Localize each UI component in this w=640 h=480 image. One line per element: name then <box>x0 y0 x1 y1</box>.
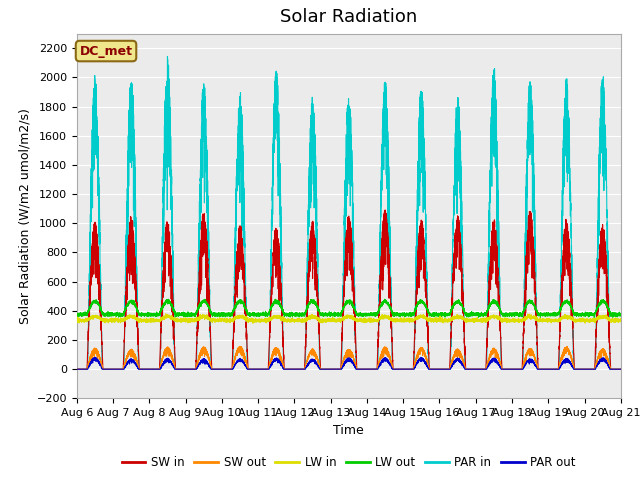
LW out <box>617 312 625 318</box>
LW in <box>471 319 479 325</box>
Title: Solar Radiation: Solar Radiation <box>280 9 417 26</box>
SW in <box>330 366 338 372</box>
LW in <box>486 313 493 319</box>
SW out <box>258 366 266 372</box>
SW in <box>588 366 595 372</box>
LW out <box>381 296 388 302</box>
LW in <box>617 316 625 322</box>
PAR out <box>330 366 338 372</box>
LW in <box>594 314 602 320</box>
Text: DC_met: DC_met <box>79 45 132 58</box>
LW out <box>258 311 266 316</box>
SW out <box>486 352 493 358</box>
SW out <box>617 366 625 372</box>
LW out <box>330 309 338 315</box>
SW in <box>470 366 478 372</box>
Line: LW in: LW in <box>77 314 621 324</box>
SW out <box>588 366 595 372</box>
LW out <box>73 312 81 318</box>
LW in <box>588 318 595 324</box>
SW in <box>381 207 389 213</box>
LW in <box>331 318 339 324</box>
LW in <box>258 317 266 323</box>
PAR in <box>73 366 81 372</box>
SW in <box>258 366 266 372</box>
Line: SW in: SW in <box>77 210 621 369</box>
LW in <box>162 311 170 317</box>
PAR out <box>588 366 595 372</box>
Line: PAR out: PAR out <box>77 357 621 369</box>
SW out <box>470 366 478 372</box>
PAR in <box>594 246 602 252</box>
SW out <box>73 366 81 372</box>
LW in <box>249 321 257 326</box>
PAR out <box>470 366 478 372</box>
SW in <box>486 273 493 279</box>
PAR out <box>73 366 81 372</box>
SW out <box>236 344 243 349</box>
PAR out <box>617 366 625 372</box>
Line: PAR in: PAR in <box>77 57 621 369</box>
SW in <box>73 366 81 372</box>
PAR out <box>594 361 602 367</box>
SW in <box>594 292 602 298</box>
LW out <box>594 304 602 310</box>
PAR in <box>164 54 172 60</box>
LW out <box>588 312 595 318</box>
PAR in <box>470 366 478 372</box>
LW in <box>73 317 81 323</box>
SW out <box>594 354 602 360</box>
Legend: SW in, SW out, LW in, LW out, PAR in, PAR out: SW in, SW out, LW in, LW out, PAR in, PA… <box>117 452 580 474</box>
Line: SW out: SW out <box>77 347 621 369</box>
PAR in <box>588 366 595 372</box>
LW out <box>470 312 478 317</box>
Line: LW out: LW out <box>77 299 621 318</box>
PAR out <box>258 366 266 372</box>
PAR out <box>486 361 493 367</box>
PAR in <box>617 366 625 372</box>
PAR in <box>486 176 493 181</box>
PAR in <box>330 366 338 372</box>
PAR out <box>92 354 99 360</box>
LW out <box>486 303 493 309</box>
LW out <box>591 315 598 321</box>
SW in <box>617 366 625 372</box>
X-axis label: Time: Time <box>333 424 364 437</box>
Y-axis label: Solar Radiation (W/m2 umol/m2/s): Solar Radiation (W/m2 umol/m2/s) <box>18 108 31 324</box>
PAR in <box>258 366 266 372</box>
SW out <box>330 366 338 372</box>
